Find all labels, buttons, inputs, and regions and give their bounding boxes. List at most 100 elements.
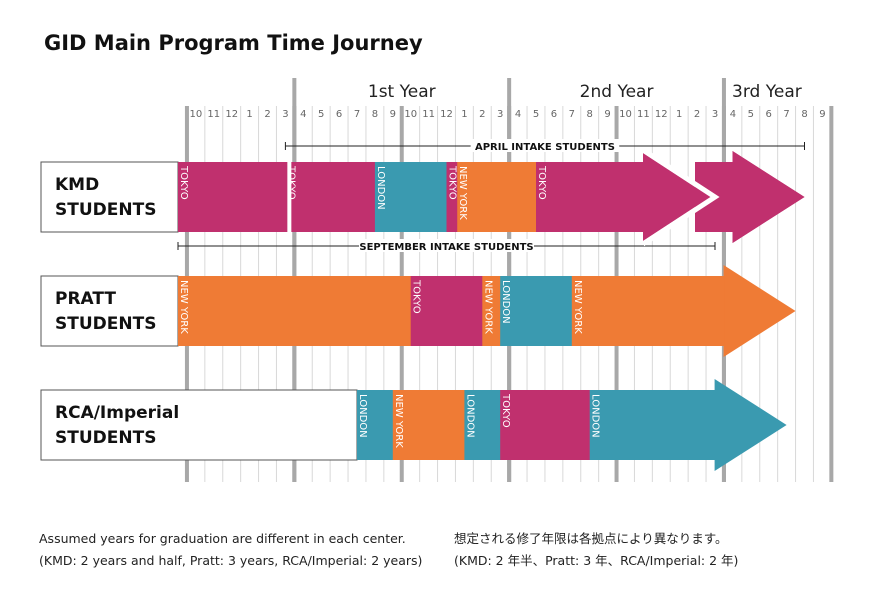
month-label: 11: [637, 109, 650, 120]
month-label: 4: [300, 109, 306, 120]
segment-tokyo: [446, 162, 458, 232]
row-0: KMDSTUDENTSTOKYOTOKYOLONDONTOKYONEW YORK…: [40, 147, 805, 247]
note-japanese-line2: (KMD: 2 年半、Pratt: 3 年、RCA/Imperial: 2 年): [454, 553, 739, 568]
segment-label: NEW YORK: [457, 166, 468, 220]
month-label: 5: [748, 109, 754, 120]
note-japanese: 想定される修了年限は各拠点により異なります。 (KMD: 2 年半、Pratt:…: [454, 528, 738, 572]
month-label: 5: [318, 109, 324, 120]
september-intake: SEPTEMBER INTAKE STUDENTS: [177, 239, 716, 253]
row-label-line: PRATT: [55, 289, 116, 309]
month-label: 7: [783, 109, 789, 120]
year-label: 3rd Year: [732, 82, 802, 102]
month-label: 3: [497, 109, 503, 120]
row-label-line: STUDENTS: [55, 428, 156, 448]
segment-london: [589, 390, 716, 460]
journey-arrow-head: [727, 151, 805, 243]
month-label: 2: [694, 109, 700, 120]
april-intake-label: APRIL INTAKE STUDENTS: [475, 142, 615, 153]
month-label: 9: [819, 109, 825, 120]
journey-arrow-head: [694, 379, 787, 471]
segment-tokyo: [285, 162, 376, 232]
month-label: 12: [225, 109, 238, 120]
segment-tokyo: [410, 276, 483, 346]
row-1: PRATT STUDENTS NEW YORK TOKYO NEW YORK LONDON…: [40, 265, 796, 357]
intake-brackets: APRIL INTAKE STUDENTS SEPTEMBER INTAKE ST…: [177, 139, 805, 253]
segment-london: [500, 276, 573, 346]
row-label-line: RCA/Imperial: [55, 403, 179, 423]
month-label: 4: [730, 109, 736, 120]
segment-newyork: [392, 390, 465, 460]
segment-label: NEW YORK: [572, 280, 583, 334]
month-label: 1: [246, 109, 252, 120]
month-label: 2: [479, 109, 485, 120]
segment-label: LONDON: [590, 394, 601, 438]
segment-label: LONDON: [500, 280, 511, 324]
month-label: 11: [422, 109, 435, 120]
month-label: 8: [587, 109, 593, 120]
note-english-line2: (KMD: 2 years and half, Pratt: 3 years, …: [39, 553, 423, 568]
segment-newyork: [482, 276, 501, 346]
note-japanese-line1: 想定される修了年限は各拠点により異なります。: [454, 531, 728, 546]
row-label-box: [40, 389, 358, 461]
segment-london: [357, 390, 394, 460]
month-label: 11: [207, 109, 220, 120]
segment-tokyo: [178, 162, 286, 232]
segment-label: TOKYO: [411, 279, 422, 314]
month-label: 9: [390, 109, 396, 120]
segment-newyork: [571, 276, 725, 346]
note-english: Assumed years for graduation are differe…: [39, 528, 422, 572]
year-label: 2nd Year: [580, 82, 654, 102]
segment-newyork: [178, 276, 412, 346]
segment-label: TOKYO: [500, 393, 511, 428]
month-label: 4: [515, 109, 521, 120]
year-label: 1st Year: [368, 82, 436, 102]
month-label: 12: [655, 109, 668, 120]
segment-tokyo: [500, 390, 591, 460]
page-title: GID Main Program Time Journey: [44, 31, 423, 55]
april-intake: APRIL INTAKE STUDENTS: [284, 139, 805, 153]
month-label: 12: [440, 109, 453, 120]
segment-london: [464, 390, 501, 460]
segment-label: LONDON: [357, 394, 368, 438]
segment-tokyo: [536, 162, 644, 232]
segment-label: NEW YORK: [393, 394, 404, 448]
month-label: 3: [712, 109, 718, 120]
month-label: 8: [801, 109, 807, 120]
segment-label: LONDON: [375, 166, 386, 210]
segment-london: [374, 162, 447, 232]
segment-label: NEW YORK: [178, 280, 189, 334]
month-labels: 10 11 12 1 2 3 4 5 6 7 8 9 10 11 12 1 2 3 4 5 6 7 8 9 10 11 12 1 2 3 4…: [190, 109, 826, 120]
row-label-box: [40, 161, 179, 233]
row-2: RCA/Imperial STUDENTS LONDON NEW YORK LONDON…: [40, 379, 787, 471]
month-label: 1: [461, 109, 467, 120]
month-label: 7: [569, 109, 575, 120]
month-label: 3: [282, 109, 288, 120]
journey-arrow-head: [623, 151, 715, 243]
segment-label: TOKYO: [536, 165, 547, 200]
month-label: 9: [604, 109, 610, 120]
month-label: 2: [264, 109, 270, 120]
month-label: 10: [619, 109, 632, 120]
month-label: 7: [354, 109, 360, 120]
september-intake-label: SEPTEMBER INTAKE STUDENTS: [359, 242, 533, 253]
segment-label: NEW YORK: [482, 280, 493, 334]
row-label-line: STUDENTS: [55, 200, 156, 220]
segment-label: TOKYO: [447, 165, 458, 200]
note-english-line1: Assumed years for graduation are differe…: [39, 531, 406, 546]
segment-newyork: [457, 162, 537, 232]
month-label: 10: [190, 109, 203, 120]
month-label: 6: [336, 109, 342, 120]
year-headers: 1st Year 2nd Year 3rd Year: [368, 82, 802, 102]
month-label: 10: [404, 109, 417, 120]
row-label-line: KMD: [55, 175, 99, 195]
month-label: 1: [676, 109, 682, 120]
segment-label: LONDON: [464, 394, 475, 438]
row-label-box: [40, 275, 179, 347]
month-label: 6: [551, 109, 557, 120]
month-label: 6: [766, 109, 772, 120]
segment-label: TOKYO: [178, 165, 189, 200]
month-label: 5: [533, 109, 539, 120]
row-label-line: STUDENTS: [55, 314, 156, 334]
month-label: 8: [372, 109, 378, 120]
